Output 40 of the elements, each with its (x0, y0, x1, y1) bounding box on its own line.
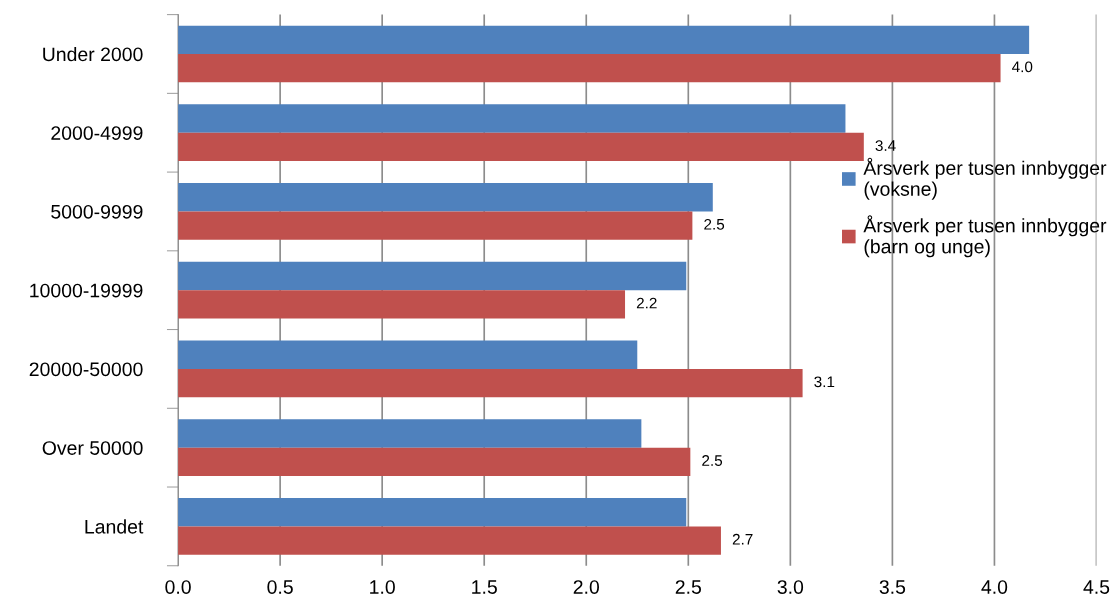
bar (178, 104, 846, 133)
data-label: 4.0 (1012, 61, 1033, 73)
x-tick-label: 1.5 (472, 580, 497, 594)
legend-label: Årsverk per tusen innbygger (voksne) (863, 157, 1107, 200)
bar (178, 419, 642, 448)
y-tick-label: Under 2000 (43, 46, 143, 62)
data-label: 3.4 (875, 140, 896, 151)
bar (178, 368, 803, 398)
x-tick-label: 1.0 (370, 580, 395, 594)
x-tick-label: 0.5 (267, 580, 293, 594)
data-label: 3.1 (814, 376, 835, 388)
bar (178, 53, 1001, 83)
legend-label: Årsverk per tusen innbygger (barn og unge) (863, 215, 1107, 258)
bar (178, 25, 1030, 54)
x-tick-label: 2.0 (573, 580, 600, 594)
data-label: 2.5 (702, 455, 723, 466)
bar (178, 211, 693, 240)
x-tick-label: 4.0 (981, 580, 1008, 594)
y-tick-label: Landet (85, 519, 144, 534)
y-tick-label: Over 50000 (42, 441, 143, 455)
bar (178, 183, 713, 212)
x-tick-label: 4.5 (1083, 580, 1110, 594)
x-tick-label: 2.5 (675, 580, 701, 594)
y-tick-label: 5000-9999 (51, 204, 143, 219)
y-tick-label: 10000-19999 (30, 283, 143, 298)
bar (178, 526, 721, 555)
bar (178, 447, 691, 476)
bar (178, 498, 687, 527)
bar (178, 340, 638, 369)
data-label: 2.2 (636, 297, 657, 309)
bar (178, 261, 687, 291)
y-tick-label: 2000-4999 (51, 126, 143, 140)
bar (178, 132, 864, 162)
y-tick-label: 20000-50000 (29, 362, 143, 377)
data-label: 2.5 (704, 218, 725, 230)
data-label: 2.7 (732, 533, 753, 545)
bar (178, 290, 626, 319)
x-tick-label: 3.5 (879, 580, 906, 594)
x-tick-label: 3.0 (777, 580, 804, 594)
x-tick-label: 0.0 (165, 580, 191, 594)
